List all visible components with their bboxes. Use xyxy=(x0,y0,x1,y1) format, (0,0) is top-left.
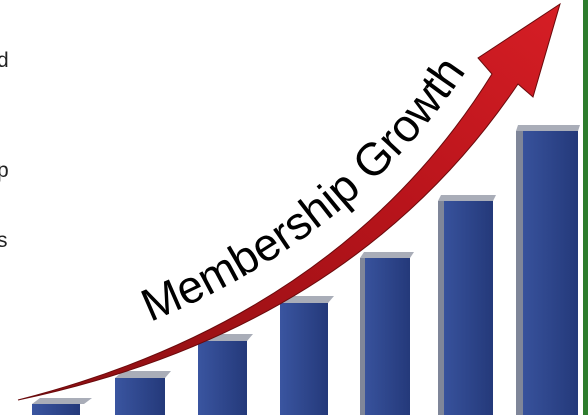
growth-arrow xyxy=(17,2,561,401)
bar xyxy=(280,296,334,415)
bar xyxy=(115,371,171,415)
text-fragment: d xyxy=(0,49,9,72)
green-border xyxy=(583,0,588,415)
text-fragment: p xyxy=(0,159,9,182)
bar xyxy=(516,125,580,415)
bar xyxy=(198,334,253,415)
bar xyxy=(360,252,414,415)
text-fragment: s xyxy=(0,229,8,252)
bar xyxy=(32,398,92,415)
bar xyxy=(438,195,496,415)
bars xyxy=(32,125,580,415)
